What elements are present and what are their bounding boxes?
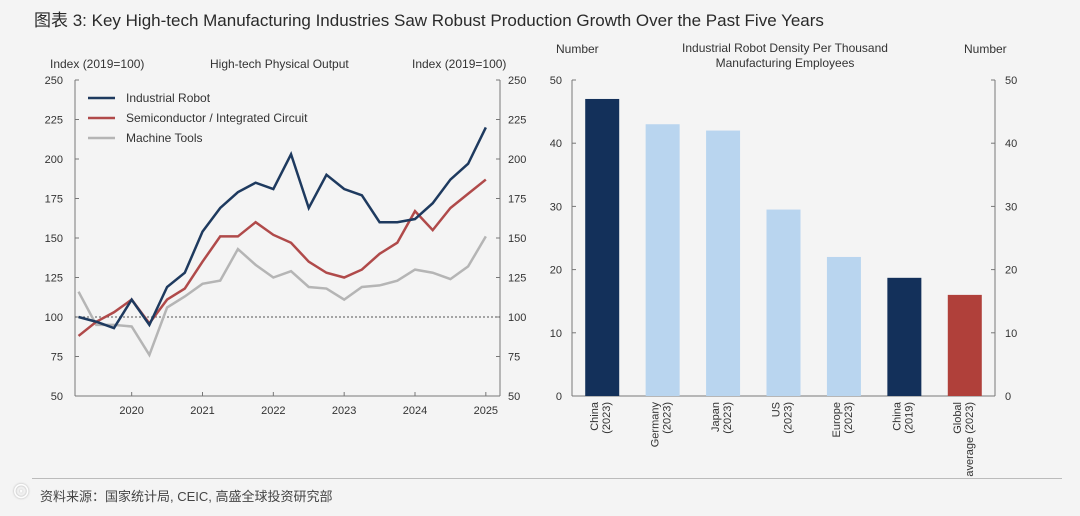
y-tick-label: 175 [45,194,63,206]
legend-label: Machine Tools [126,131,203,145]
bar-category-label: (2023) [722,402,734,434]
y-tick-label-right: 175 [508,194,526,206]
series-line-industrial-robot [78,126,487,330]
series-line-machine-tools [77,235,487,358]
bar-china-2019- [887,277,922,396]
bar-category-label: Germany [650,402,662,448]
y-tick-label-right: 125 [508,273,526,285]
y-tick-label-right: 250 [508,75,526,87]
right-chart-y-label: Number [556,42,599,56]
y-tick-label-right: 200 [508,154,526,166]
bar-category-label: (2023) [662,402,674,434]
bar-category-label: China [589,401,601,431]
left-chart-y-label-right: Index (2019=100) [412,57,507,71]
y-tick-label: 75 [51,352,63,364]
watermark: ⊙ [12,478,31,503]
bar-y-tick-label: 0 [556,391,562,403]
legend-label: Semiconductor / Integrated Circuit [126,111,308,125]
bar-y-tick-label-right: 30 [1005,201,1017,213]
bar-y-tick-label-right: 10 [1005,328,1017,340]
bar-germany-2023- [645,124,680,397]
y-tick-label: 100 [45,312,63,324]
bar-category-label: Japan [710,402,722,432]
bar-y-tick-label-right: 40 [1005,138,1017,150]
y-tick-label: 200 [45,154,63,166]
bar-category-label: (2023) [601,402,613,434]
y-tick-label-right: 50 [508,391,520,403]
x-tick-label: 2021 [190,405,214,417]
figure-title: 图表 3: Key High-tech Manufacturing Indust… [34,11,824,30]
bar-category-label: average (2023) [964,402,976,477]
left-chart-y-label: Index (2019=100) [50,57,145,71]
x-tick-label: 2022 [261,405,285,417]
x-tick-label: 2023 [332,405,356,417]
right-chart-y-label-right: Number [964,42,1007,56]
bar-europe-2023- [826,256,861,396]
bar-y-tick-label-right: 0 [1005,391,1011,403]
bar-china-2023- [585,98,620,397]
x-tick-label: 2020 [119,405,143,417]
footer-divider [32,478,1062,479]
bar-category-label: China [891,401,903,431]
y-tick-label-right: 75 [508,352,520,364]
y-tick-label: 225 [45,115,63,127]
y-tick-label: 250 [45,75,63,87]
bar-category-label: (2019) [903,402,915,434]
legend-label: Industrial Robot [126,91,211,105]
y-tick-label-right: 100 [508,312,526,324]
bar-y-tick-label: 10 [550,328,562,340]
y-tick-label: 125 [45,273,63,285]
bar-category-label: (2023) [843,402,855,434]
y-tick-label-right: 225 [508,115,526,127]
x-tick-label: 2024 [403,405,427,417]
bar-global-average-2023- [947,294,982,396]
bar-y-tick-label: 40 [550,138,562,150]
right-chart-title: Industrial Robot Density Per Thousand Ma… [682,41,888,70]
bar-y-tick-label-right: 50 [1005,75,1017,87]
y-tick-label: 50 [51,391,63,403]
source-note: 资料来源：国家统计局, CEIC, 高盛全球投资研究部 [40,489,333,504]
bar-category-label: Global [952,402,964,434]
bar-category-label: (2023) [783,402,795,434]
bar-y-tick-label: 30 [550,201,562,213]
bar-y-tick-label: 50 [550,75,562,87]
bar-japan-2023- [706,130,741,396]
left-chart-title: High-tech Physical Output [210,57,349,71]
bar-category-label: US [771,402,783,417]
bar-category-label: Europe [831,402,843,437]
bar-y-tick-label-right: 20 [1005,265,1017,277]
bar-y-tick-label: 20 [550,265,562,277]
bar-us-2023- [766,209,801,396]
y-tick-label: 150 [45,233,63,245]
x-tick-label: 2025 [474,405,498,417]
y-tick-label-right: 150 [508,233,526,245]
